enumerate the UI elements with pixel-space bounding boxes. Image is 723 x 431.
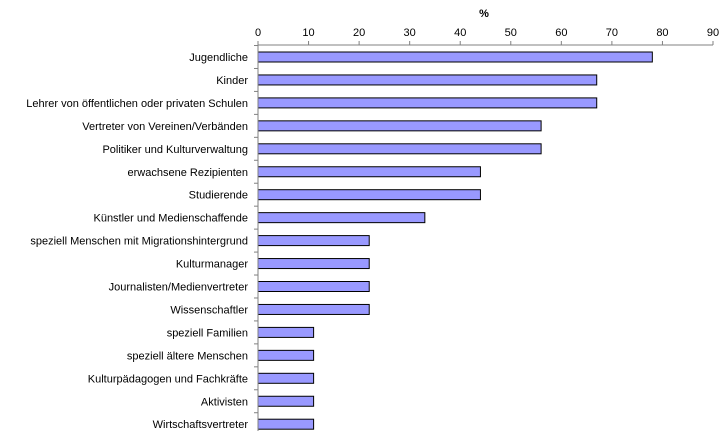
bar bbox=[257, 189, 481, 201]
bar bbox=[257, 326, 315, 338]
bar bbox=[257, 143, 542, 155]
category-label: Kulturmanager bbox=[176, 259, 248, 271]
bar bbox=[257, 166, 481, 178]
category-label: Wissenschaftler bbox=[170, 304, 248, 316]
category-label: speziell Menschen mit Migrationshintergr… bbox=[30, 236, 248, 248]
category-label: Kinder bbox=[216, 75, 248, 87]
category-label: Jugendliche bbox=[189, 52, 248, 64]
category-label: Vertreter von Vereinen/Verbänden bbox=[82, 121, 248, 133]
x-tick-label: 30 bbox=[404, 27, 416, 39]
x-axis-title: % bbox=[479, 8, 489, 20]
x-tick-label: 40 bbox=[454, 27, 466, 39]
x-tick-label: 90 bbox=[707, 27, 719, 39]
bar bbox=[257, 349, 315, 361]
x-tick-label: 50 bbox=[505, 27, 517, 39]
category-labels: Jugendliche Kinder Lehrer von öffentlichen… bbox=[26, 52, 248, 431]
bar bbox=[257, 418, 315, 430]
bar bbox=[257, 258, 370, 270]
category-label: Journalisten/Medienvertreter bbox=[109, 282, 249, 294]
bar bbox=[257, 235, 370, 247]
x-tick-label: 10 bbox=[302, 27, 314, 39]
bar bbox=[257, 395, 315, 407]
category-label: Lehrer von öffentlichen oder privaten Sc… bbox=[26, 98, 248, 110]
bar bbox=[257, 97, 598, 109]
x-tick-label: 70 bbox=[606, 27, 618, 39]
bar bbox=[257, 372, 315, 384]
category-label: Politiker und Kulturverwaltung bbox=[102, 144, 248, 156]
category-label: Künstler und Medienschaffende bbox=[93, 213, 248, 225]
category-label: Aktivisten bbox=[201, 396, 248, 408]
category-label: speziell ältere Menschen bbox=[127, 350, 248, 362]
x-tick-label: 20 bbox=[353, 27, 365, 39]
bar bbox=[257, 74, 598, 86]
category-label: Wirtschaftsvertreter bbox=[153, 419, 249, 431]
bar bbox=[257, 120, 542, 132]
category-label: erwachsene Rezipienten bbox=[128, 167, 248, 179]
bar bbox=[257, 51, 653, 63]
x-tick-label: 80 bbox=[656, 27, 668, 39]
bar bbox=[257, 212, 426, 224]
x-axis-ticks: 0 10 20 30 40 50 60 70 80 90 bbox=[255, 27, 719, 45]
bars bbox=[254, 45, 653, 430]
bar bbox=[257, 303, 370, 315]
bar bbox=[257, 281, 370, 292]
x-tick-label: 0 bbox=[255, 27, 261, 39]
x-tick-label: 60 bbox=[555, 27, 567, 39]
category-label: Kulturpädagogen und Fachkräfte bbox=[88, 373, 248, 385]
category-label: Studierende bbox=[189, 190, 248, 202]
category-label: speziell Familien bbox=[167, 327, 248, 339]
